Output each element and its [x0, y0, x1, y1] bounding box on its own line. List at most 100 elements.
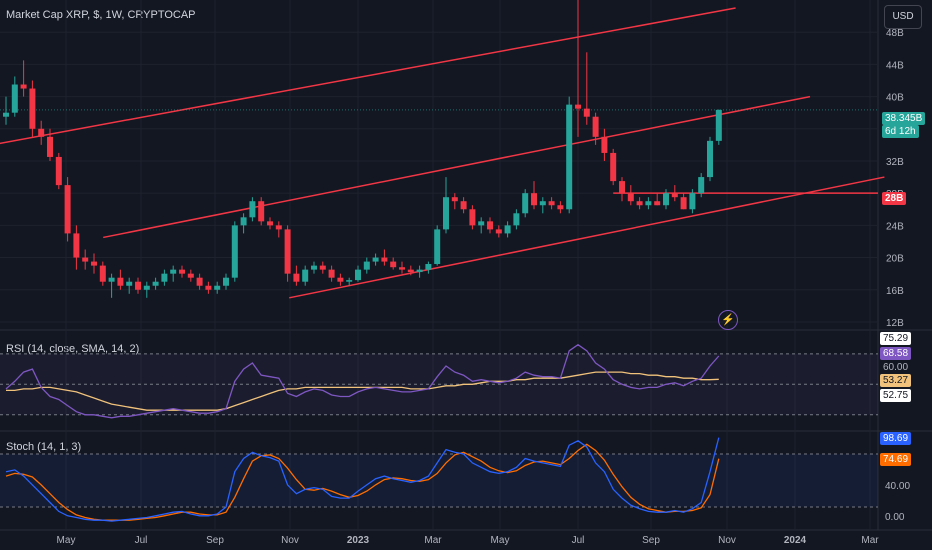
- candle-body: [434, 229, 441, 264]
- candle-body: [311, 265, 317, 270]
- candle-body: [161, 273, 168, 282]
- candle-body: [196, 277, 203, 286]
- candle-body: [539, 201, 546, 206]
- candle-body: [73, 233, 80, 258]
- rsi-sma-line: [6, 371, 719, 411]
- time-tick-label: Sep: [642, 535, 660, 546]
- candle-body: [671, 193, 678, 198]
- time-tick-label: Sep: [206, 535, 224, 546]
- last-price-tag: 38.345B: [882, 112, 926, 125]
- candle-body: [478, 221, 485, 226]
- stoch-0-tag: 0.00: [885, 512, 905, 523]
- candle-body: [610, 152, 617, 182]
- candle-body: [117, 277, 124, 286]
- candle-body: [47, 136, 53, 157]
- candle-body: [504, 225, 511, 234]
- candle-body: [531, 193, 537, 206]
- candle-body: [214, 285, 221, 290]
- stoch-band: [0, 454, 878, 507]
- rsi-60-tag: 60.00: [880, 361, 912, 374]
- price-tick-label: 20B: [886, 254, 904, 265]
- candle-body: [460, 201, 467, 210]
- price-tick-label: 32B: [886, 157, 904, 168]
- candle-body: [575, 104, 581, 109]
- candle-body: [302, 269, 309, 282]
- candle-body: [143, 285, 150, 290]
- candle-body: [592, 116, 599, 137]
- candle-body: [3, 112, 9, 117]
- candle-body: [179, 269, 185, 274]
- chart-title: Market Cap XRP, $, 1W, CRYPTOCAP: [6, 9, 196, 21]
- price-tick-label: 16B: [886, 286, 904, 297]
- time-tick-label: Jul: [135, 535, 148, 546]
- candle-body: [223, 277, 229, 286]
- candle-body: [205, 285, 212, 290]
- candle-body: [284, 229, 291, 274]
- price-tick-label: 40B: [886, 93, 904, 104]
- candle-body: [187, 273, 194, 278]
- time-tick-label: Jul: [572, 535, 585, 546]
- time-tick-label: Mar: [861, 535, 879, 546]
- candle-body: [548, 201, 555, 206]
- candle-body: [583, 108, 590, 117]
- candle-body: [557, 205, 564, 210]
- time-tick-label: May: [57, 535, 76, 546]
- candle-body: [91, 261, 97, 266]
- candle-body: [82, 257, 89, 262]
- candle-body: [407, 269, 414, 273]
- candle-body: [372, 257, 379, 262]
- channel-line-middle: [103, 95, 811, 239]
- candle-body: [64, 185, 71, 234]
- candle-body: [135, 281, 141, 290]
- price-tick-label: 12B: [886, 318, 904, 329]
- candle-body: [487, 221, 493, 230]
- candle-body: [20, 84, 27, 89]
- candle-body: [240, 217, 247, 226]
- currency-button[interactable]: USD: [884, 5, 922, 29]
- candle-body: [663, 193, 669, 206]
- stoch-k-line: [5, 437, 720, 522]
- candle-body: [513, 213, 520, 226]
- lightning-icon[interactable]: ⚡: [718, 310, 738, 330]
- stoch-d-tag: 74.69: [880, 453, 912, 466]
- time-tick-label: Nov: [718, 535, 736, 546]
- candle-body: [152, 281, 159, 286]
- candle-body: [258, 201, 265, 222]
- candle-body: [654, 201, 661, 206]
- rsi-upper-tag: 75.29: [880, 332, 912, 345]
- candle-body: [355, 269, 361, 281]
- rsi-ma-tag: 53.27: [880, 374, 912, 387]
- candle-body: [11, 84, 18, 113]
- time-tick-label: May: [491, 535, 510, 546]
- price-tick-label: 48B: [886, 28, 904, 39]
- candle-body: [337, 277, 344, 282]
- support-level-tag: 28B: [882, 192, 907, 205]
- candle-body: [390, 261, 397, 268]
- candle-body: [425, 264, 432, 270]
- candle-body: [566, 104, 573, 210]
- candle-body: [399, 267, 405, 270]
- countdown-tag: 6d 12h: [882, 125, 919, 138]
- candle-body: [680, 197, 687, 210]
- candle-body: [469, 209, 476, 226]
- candle-body: [381, 257, 388, 262]
- stoch-k-tag: 98.69: [880, 432, 912, 445]
- candle-body: [267, 221, 273, 226]
- rsi-line: [5, 343, 720, 419]
- candle-body: [601, 136, 608, 153]
- candle-body: [99, 265, 106, 282]
- channel-line-lower: [289, 176, 885, 299]
- time-tick-label: 2024: [784, 535, 807, 546]
- candle-body: [319, 265, 326, 270]
- candle-body: [627, 193, 634, 202]
- rsi-value-tag: 68.58: [880, 347, 912, 360]
- stoch-40-tag: 40.00: [885, 481, 911, 492]
- candle-body: [55, 156, 62, 186]
- candle-body: [707, 140, 713, 178]
- candle-body: [328, 269, 335, 278]
- candle-body: [38, 128, 45, 137]
- candle-body: [715, 109, 722, 141]
- candle-body: [451, 197, 458, 202]
- time-tick-label: Mar: [424, 535, 442, 546]
